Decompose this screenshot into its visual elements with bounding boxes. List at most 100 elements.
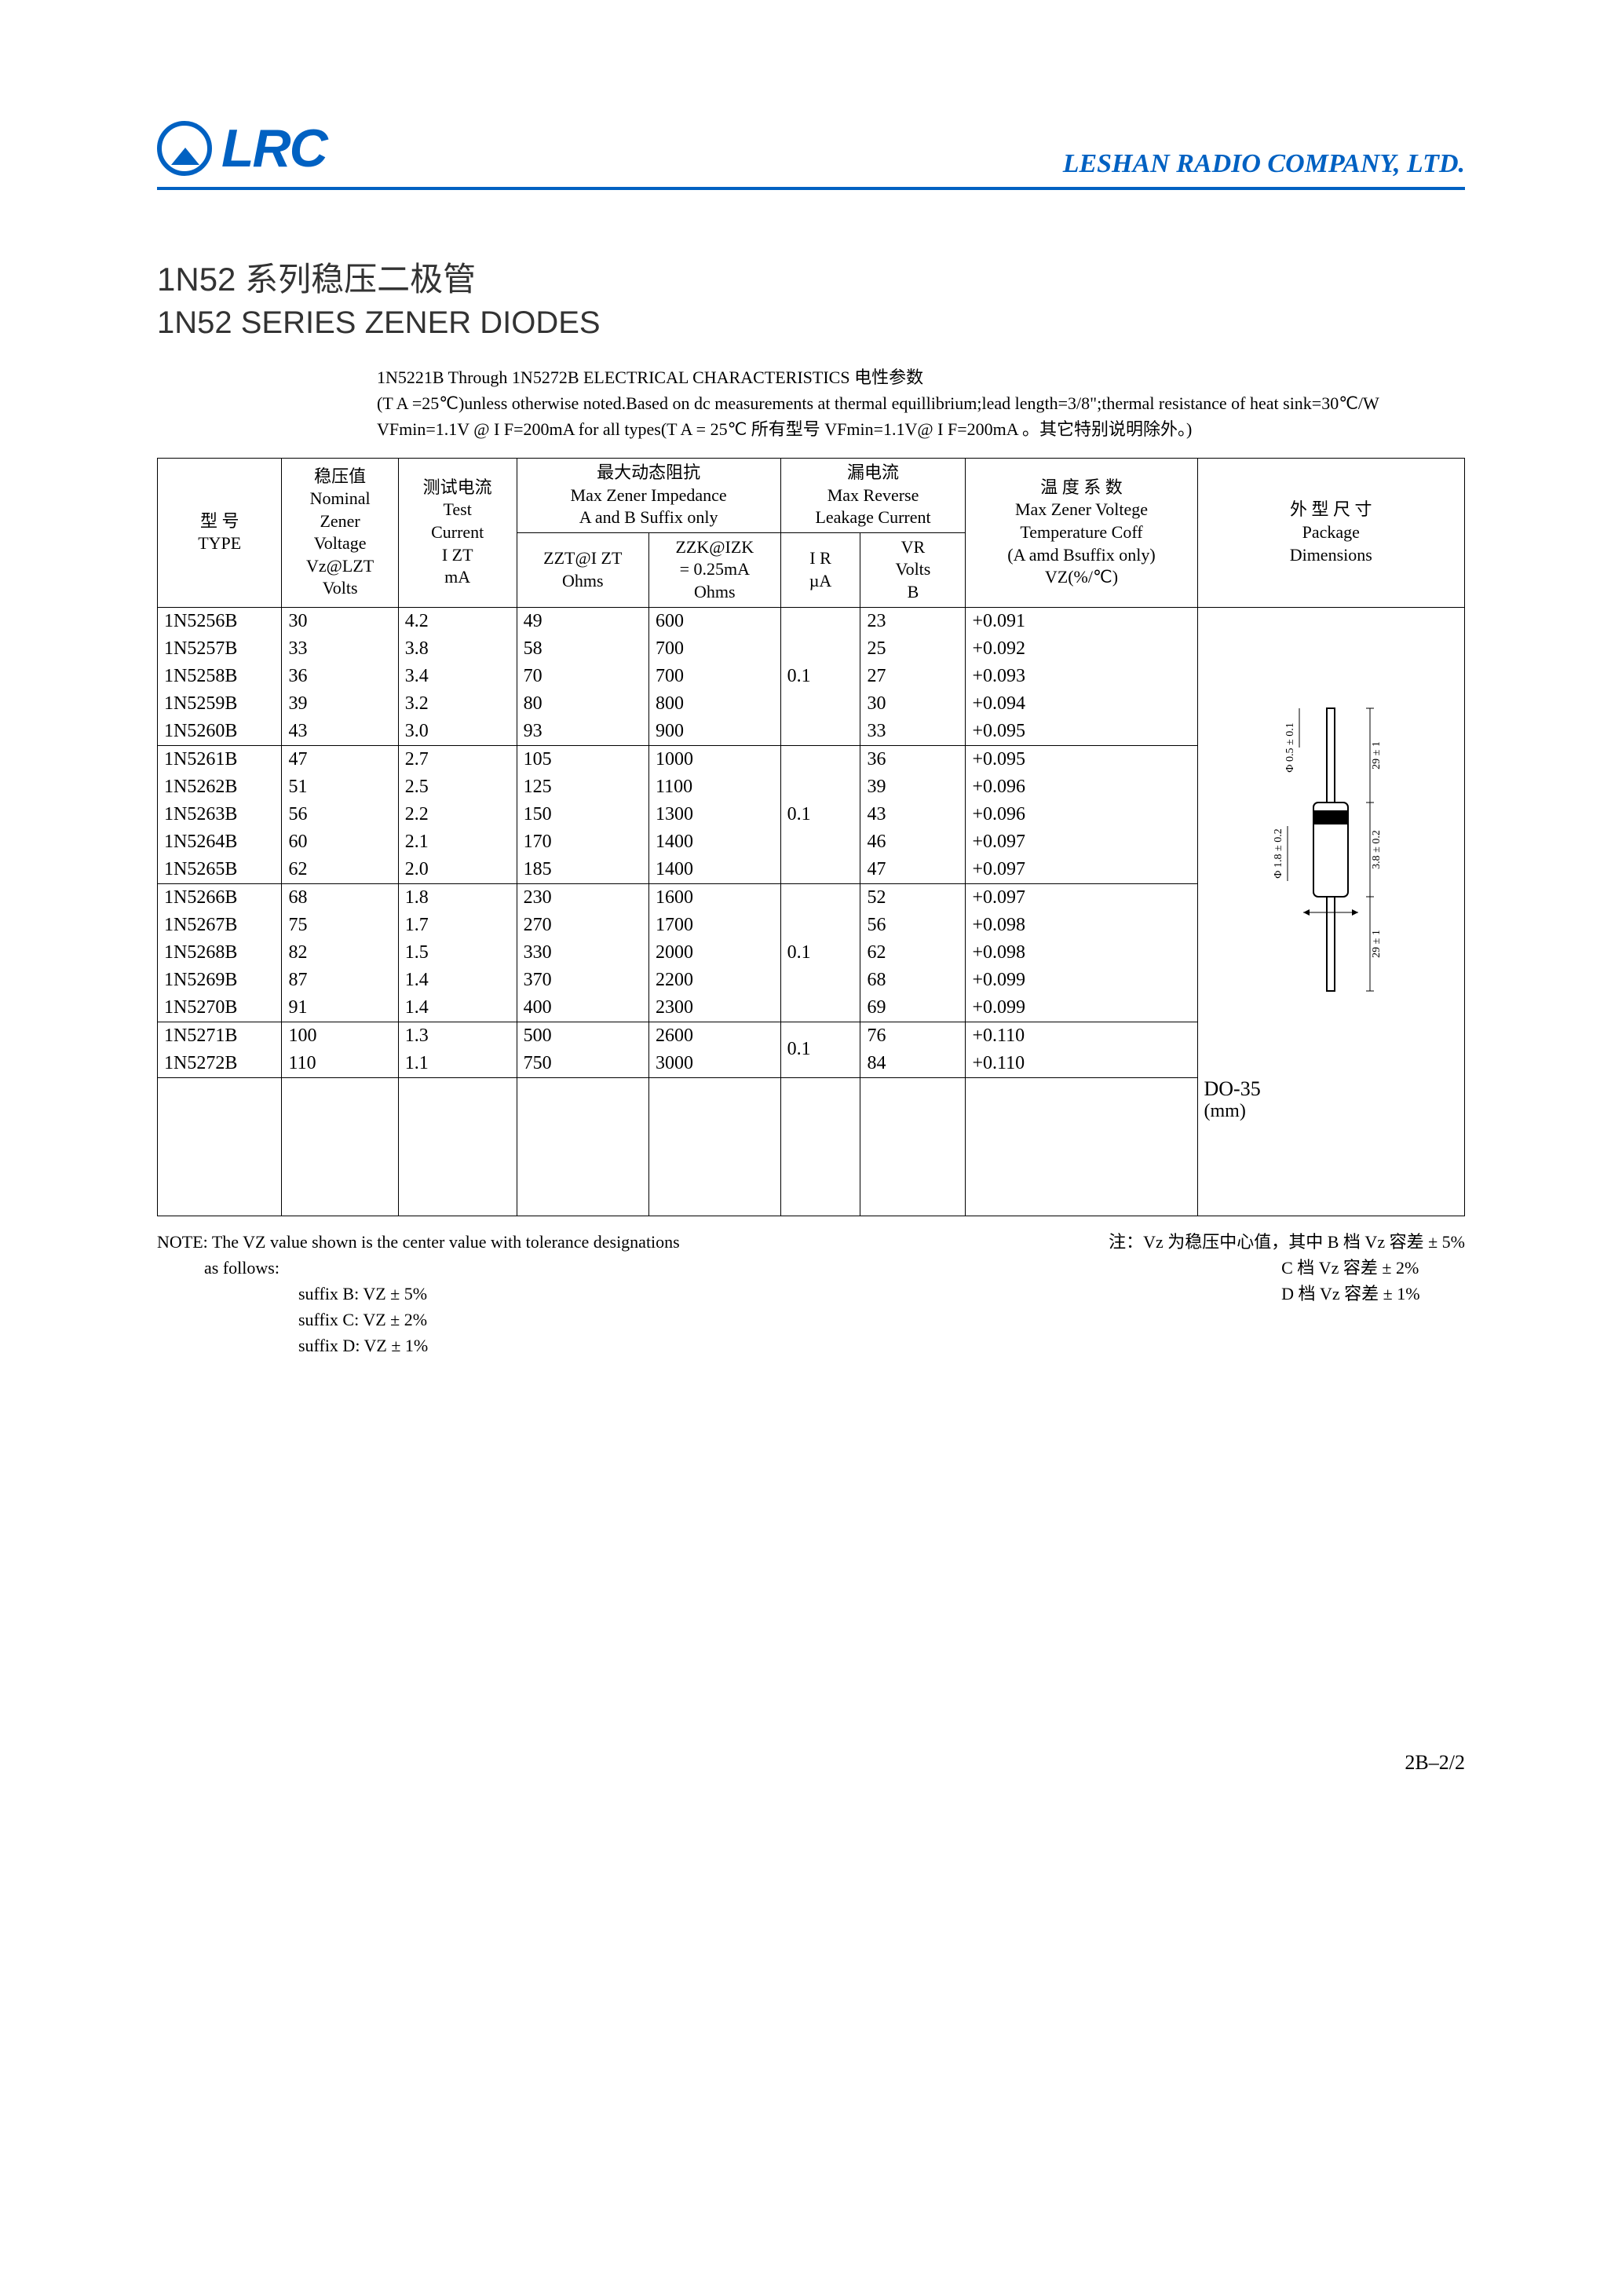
table-cell: 1N5259B xyxy=(158,690,282,718)
table-cell: 49 xyxy=(517,607,648,635)
col-leakage: 漏电流 Max Reverse Leakage Current xyxy=(780,459,966,533)
table-cell: 1400 xyxy=(649,856,781,884)
table-cell: 400 xyxy=(517,994,648,1022)
table-cell: +0.094 xyxy=(966,690,1197,718)
table-cell: 62 xyxy=(860,939,966,967)
table-cell: 370 xyxy=(517,967,648,994)
table-cell: 47 xyxy=(860,856,966,884)
table-cell: 1N5267B xyxy=(158,912,282,939)
table-cell: 2600 xyxy=(649,1022,781,1050)
table-cell xyxy=(649,1077,781,1106)
table-cell: +0.110 xyxy=(966,1022,1197,1050)
logo-mark-icon xyxy=(157,121,212,176)
table-cell: 2.0 xyxy=(398,856,517,884)
table-cell xyxy=(517,1077,648,1106)
table-cell xyxy=(860,1161,966,1188)
table-cell: 185 xyxy=(517,856,648,884)
col-izt-en2: Current xyxy=(431,522,484,542)
table-cell xyxy=(517,1133,648,1161)
table-cell: 30 xyxy=(282,607,398,635)
table-cell xyxy=(966,1133,1197,1161)
col-vz-cn: 稳压值 xyxy=(314,466,366,486)
note-right1: 注：Vz 为稳压中心值，其中 B 档 Vz 容差 ± 5% xyxy=(1109,1229,1465,1255)
table-cell: 68 xyxy=(860,967,966,994)
table-cell: 60 xyxy=(282,828,398,856)
table-cell: 100 xyxy=(282,1022,398,1050)
table-cell: 2.1 xyxy=(398,828,517,856)
table-cell: 1700 xyxy=(649,912,781,939)
table-cell: 1N5258B xyxy=(158,663,282,690)
logo-text: LRC xyxy=(221,118,327,179)
table-cell: 1N5265B xyxy=(158,856,282,884)
table-cell xyxy=(158,1161,282,1188)
col-ir-sym: I R xyxy=(809,548,831,568)
table-cell xyxy=(282,1106,398,1133)
table-cell xyxy=(966,1188,1197,1216)
col-imp-cn: 最大动态阻抗 xyxy=(597,462,700,482)
package-unit: (mm) xyxy=(1204,1101,1459,1122)
spec-table: 型 号 TYPE 稳压值 Nominal Zener Voltage Vz@LZ… xyxy=(157,458,1465,1216)
table-cell: 900 xyxy=(649,718,781,746)
table-cell xyxy=(780,1133,860,1161)
table-cell: 3000 xyxy=(649,1050,781,1078)
table-cell: 3.2 xyxy=(398,690,517,718)
table-cell: +0.099 xyxy=(966,967,1197,994)
table-cell: 47 xyxy=(282,745,398,773)
table-cell xyxy=(649,1188,781,1216)
table-cell xyxy=(860,1188,966,1216)
table-cell: +0.097 xyxy=(966,856,1197,884)
table-cell: 1.3 xyxy=(398,1022,517,1050)
table-cell: 46 xyxy=(860,828,966,856)
table-cell: 3.8 xyxy=(398,635,517,663)
table-cell: 700 xyxy=(649,635,781,663)
table-cell: 51 xyxy=(282,773,398,801)
table-cell xyxy=(282,1133,398,1161)
table-cell xyxy=(517,1106,648,1133)
col-temp-sym: VZ(%/℃) xyxy=(1045,567,1118,587)
table-cell xyxy=(780,1188,860,1216)
subtitle-line1: 1N5221B Through 1N5272B ELECTRICAL CHARA… xyxy=(377,364,1465,390)
table-cell: 2300 xyxy=(649,994,781,1022)
table-body: 1N5256B304.2496000.123+0.091 Φ 0.5 ± 0.1… xyxy=(158,607,1465,1216)
col-leak-cn: 漏电流 xyxy=(847,462,899,482)
table-cell: 52 xyxy=(860,883,966,912)
table-cell: 23 xyxy=(860,607,966,635)
ir-cell: 0.1 xyxy=(780,883,860,1022)
table-cell xyxy=(282,1077,398,1106)
note-suffix-b: suffix B: VZ ± 5% xyxy=(298,1281,680,1307)
svg-text:3.8 ± 0.2: 3.8 ± 0.2 xyxy=(1371,830,1383,869)
col-package: 外 型 尺 寸 Package Dimensions xyxy=(1197,459,1465,608)
table-cell: 1N5264B xyxy=(158,828,282,856)
table-cell: 1N5269B xyxy=(158,967,282,994)
table-cell: +0.098 xyxy=(966,912,1197,939)
table-cell: 43 xyxy=(860,801,966,828)
table-cell xyxy=(649,1133,781,1161)
table-cell: 800 xyxy=(649,690,781,718)
table-cell: +0.097 xyxy=(966,828,1197,856)
table-cell: 1.4 xyxy=(398,994,517,1022)
col-pkg-cn: 外 型 尺 寸 xyxy=(1290,499,1372,519)
table-cell: 33 xyxy=(282,635,398,663)
table-cell: 1N5272B xyxy=(158,1050,282,1078)
subtitle-block: 1N5221B Through 1N5272B ELECTRICAL CHARA… xyxy=(377,364,1465,442)
table-cell xyxy=(649,1106,781,1133)
table-cell: 84 xyxy=(860,1050,966,1078)
table-cell: 39 xyxy=(282,690,398,718)
table-cell: 1N5271B xyxy=(158,1022,282,1050)
col-temp-cn: 温 度 系 数 xyxy=(1040,477,1123,497)
col-vz-unit: Volts xyxy=(323,578,358,598)
table-cell xyxy=(517,1188,648,1216)
col-zzt-unit: Ohms xyxy=(562,571,604,590)
table-cell: 1N5262B xyxy=(158,773,282,801)
table-cell: 87 xyxy=(282,967,398,994)
table-cell: 27 xyxy=(860,663,966,690)
table-cell: 125 xyxy=(517,773,648,801)
table-cell: 2.2 xyxy=(398,801,517,828)
table-cell: 1.4 xyxy=(398,967,517,994)
table-cell xyxy=(780,1106,860,1133)
page-number: 2B–2/2 xyxy=(157,1751,1465,1775)
table-cell: 58 xyxy=(517,635,648,663)
ir-cell: 0.1 xyxy=(780,745,860,883)
col-zzk-sym: ZZK@IZK xyxy=(675,537,754,557)
table-cell: 4.2 xyxy=(398,607,517,635)
